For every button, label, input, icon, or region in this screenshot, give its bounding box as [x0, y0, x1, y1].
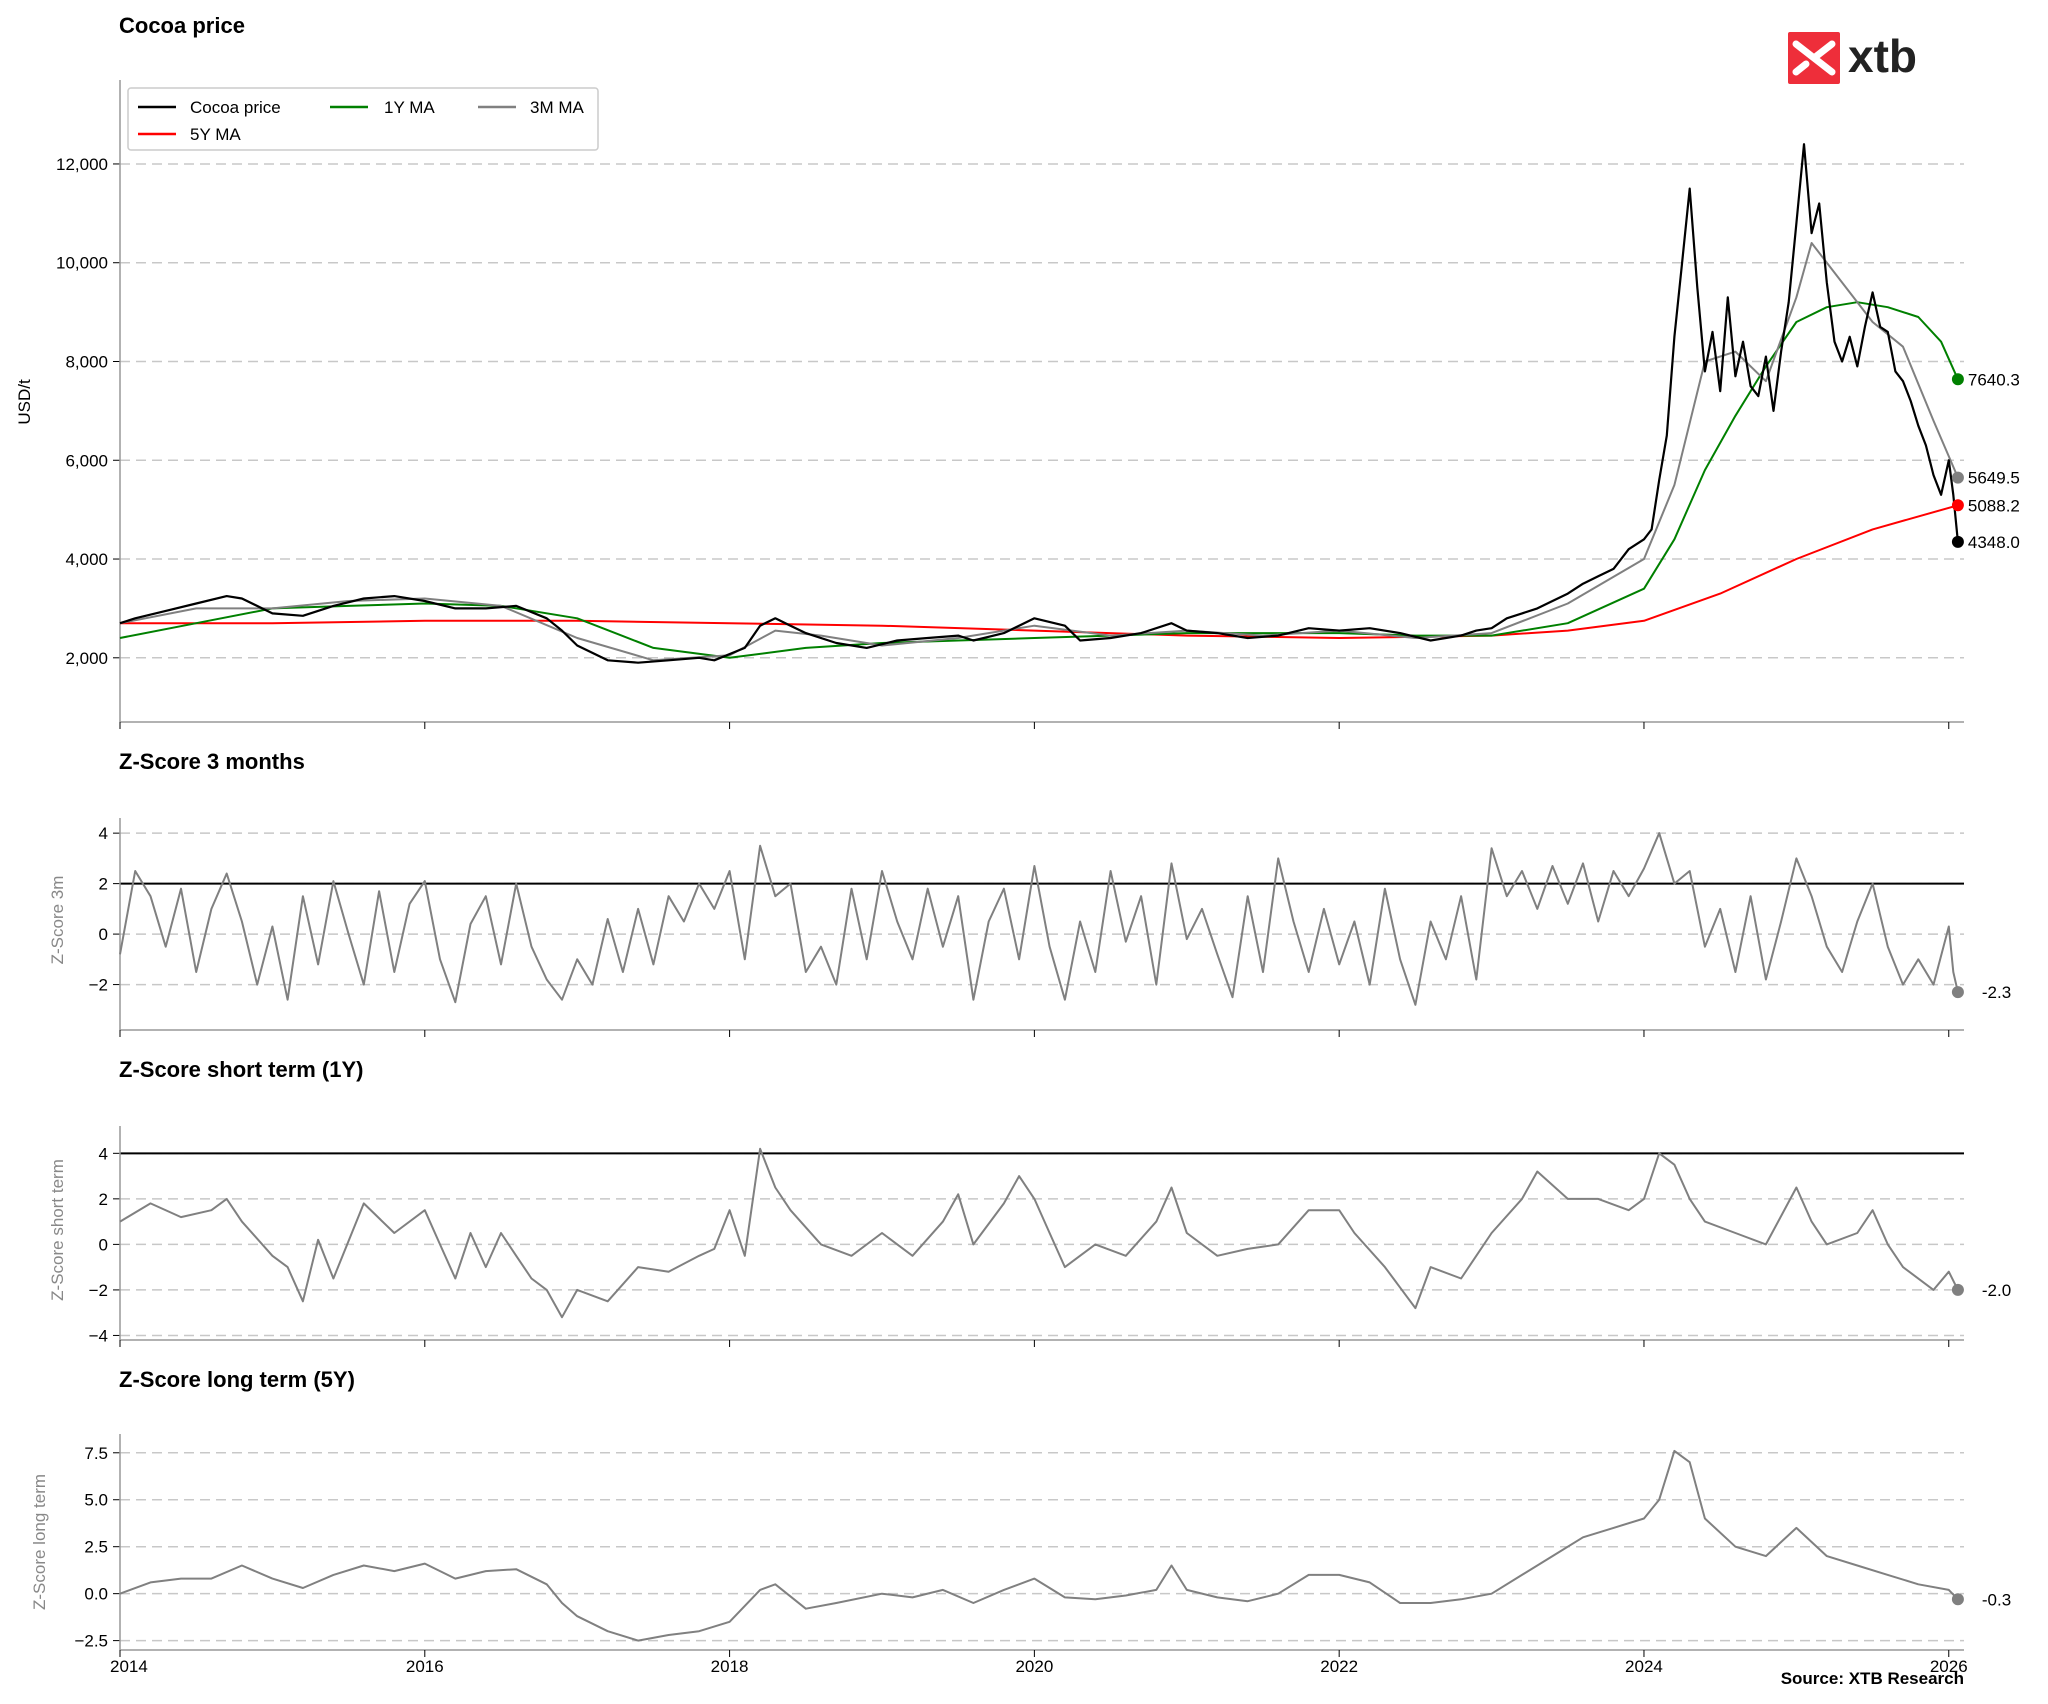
x-tick-label: 2026 — [1930, 1657, 1968, 1676]
z5y-y-axis-label: Z-Score long term — [30, 1474, 49, 1610]
y-tick-label: −2 — [89, 1281, 108, 1300]
series-line-1y-ma — [119, 301, 1959, 659]
end-marker — [1951, 471, 1964, 484]
x-tick-label: 2014 — [110, 1657, 148, 1676]
price-panel: 2,000 4,000 6,000 8,000 10,000 12,000 4348.0 76… — [56, 80, 2020, 729]
y-tick-label: 2,000 — [65, 649, 108, 668]
y-tick-label: 4,000 — [65, 550, 108, 569]
z5y-panel-title: Z-Score long term (5Y) — [119, 1367, 355, 1392]
series-line-z-score-short-term — [119, 1147, 1959, 1319]
z3m-panel-title: Z-Score 3 months — [119, 749, 305, 774]
series-line-cocoa-price — [119, 143, 1959, 664]
end-value-label: 5649.5 — [1968, 469, 2020, 488]
y-tick-label: 0 — [99, 925, 108, 944]
legend-label-5y-ma: 5Y MA — [190, 125, 241, 144]
x-tick-label: 2024 — [1625, 1657, 1663, 1676]
y-tick-label: 2 — [99, 875, 108, 894]
x-axis: 2014 2016 2018 2020 2022 2024 2026 — [110, 1657, 1968, 1676]
y-tick-label: 0 — [99, 1235, 108, 1254]
z3m-panel: −2 0 2 4 -2.3 — [89, 818, 2011, 1037]
price-y-axis-label: USD/t — [15, 379, 34, 425]
y-tick-label: 12,000 — [56, 155, 108, 174]
y-tick-label: 6,000 — [65, 451, 108, 470]
legend-box — [127, 87, 599, 151]
x-tick-label: 2018 — [711, 1657, 749, 1676]
y-tick-label: −4 — [89, 1326, 108, 1345]
y-tick-label: 7.5 — [84, 1444, 108, 1463]
xtb-logo: xtb — [1788, 30, 1917, 84]
y-tick-label: 4 — [99, 1144, 108, 1163]
source-note: Source: XTB Research — [1781, 1669, 1964, 1688]
xtb-logo-text: xtb — [1848, 30, 1917, 82]
y-tick-label: −2 — [89, 976, 108, 995]
end-marker — [1951, 499, 1964, 512]
x-tick-label: 2020 — [1015, 1657, 1053, 1676]
y-tick-label: −2.5 — [74, 1632, 108, 1651]
legend-label-3m-ma: 3M MA — [530, 98, 585, 117]
end-value-label: 5088.2 — [1968, 496, 2020, 515]
price-panel-title: Cocoa price — [119, 13, 245, 38]
end-marker — [1951, 1283, 1964, 1296]
y-tick-label: 5.0 — [84, 1491, 108, 1510]
legend-label-price: Cocoa price — [190, 98, 281, 117]
x-tick-label: 2022 — [1320, 1657, 1358, 1676]
end-marker — [1951, 1593, 1964, 1606]
z3m-y-axis-label: Z-Score 3m — [48, 876, 67, 965]
series-line-z-score-3m — [119, 832, 1959, 1006]
y-tick-label: 4 — [99, 824, 108, 843]
end-marker — [1951, 373, 1964, 386]
z1y-y-axis-label: Z-Score short term — [48, 1159, 67, 1301]
xtb-logo-cross-icon — [1792, 40, 1836, 76]
y-tick-label: 10,000 — [56, 254, 108, 273]
y-tick-label: 8,000 — [65, 352, 108, 371]
legend-label-1y-ma: 1Y MA — [384, 98, 435, 117]
series-line-5y-ma — [120, 504, 1959, 639]
y-tick-label: 2.5 — [84, 1538, 108, 1557]
y-tick-label: 0.0 — [84, 1585, 108, 1604]
end-value-label: -2.0 — [1982, 1281, 2011, 1300]
series-line-3m-ma — [119, 242, 1959, 662]
end-value-label: -0.3 — [1982, 1590, 2011, 1609]
y-tick-label: 2 — [99, 1190, 108, 1209]
end-value-label: 4348.0 — [1968, 533, 2020, 552]
end-marker — [1951, 986, 1964, 999]
series-line-z-score-long-term — [119, 1449, 1959, 1642]
z5y-panel: −2.5 0.0 2.5 5.0 7.5 -0.3 — [74, 1434, 2011, 1657]
end-value-label: 7640.3 — [1968, 370, 2020, 389]
price-legend: Cocoa price 1Y MA 3M MA 5Y MA — [127, 87, 599, 151]
z1y-panel-title: Z-Score short term (1Y) — [119, 1057, 364, 1082]
end-marker — [1951, 535, 1964, 548]
x-tick-label: 2016 — [406, 1657, 444, 1676]
end-value-label: -2.3 — [1982, 983, 2011, 1002]
z1y-panel: −4 −2 0 2 4 -2.0 — [89, 1126, 2011, 1347]
